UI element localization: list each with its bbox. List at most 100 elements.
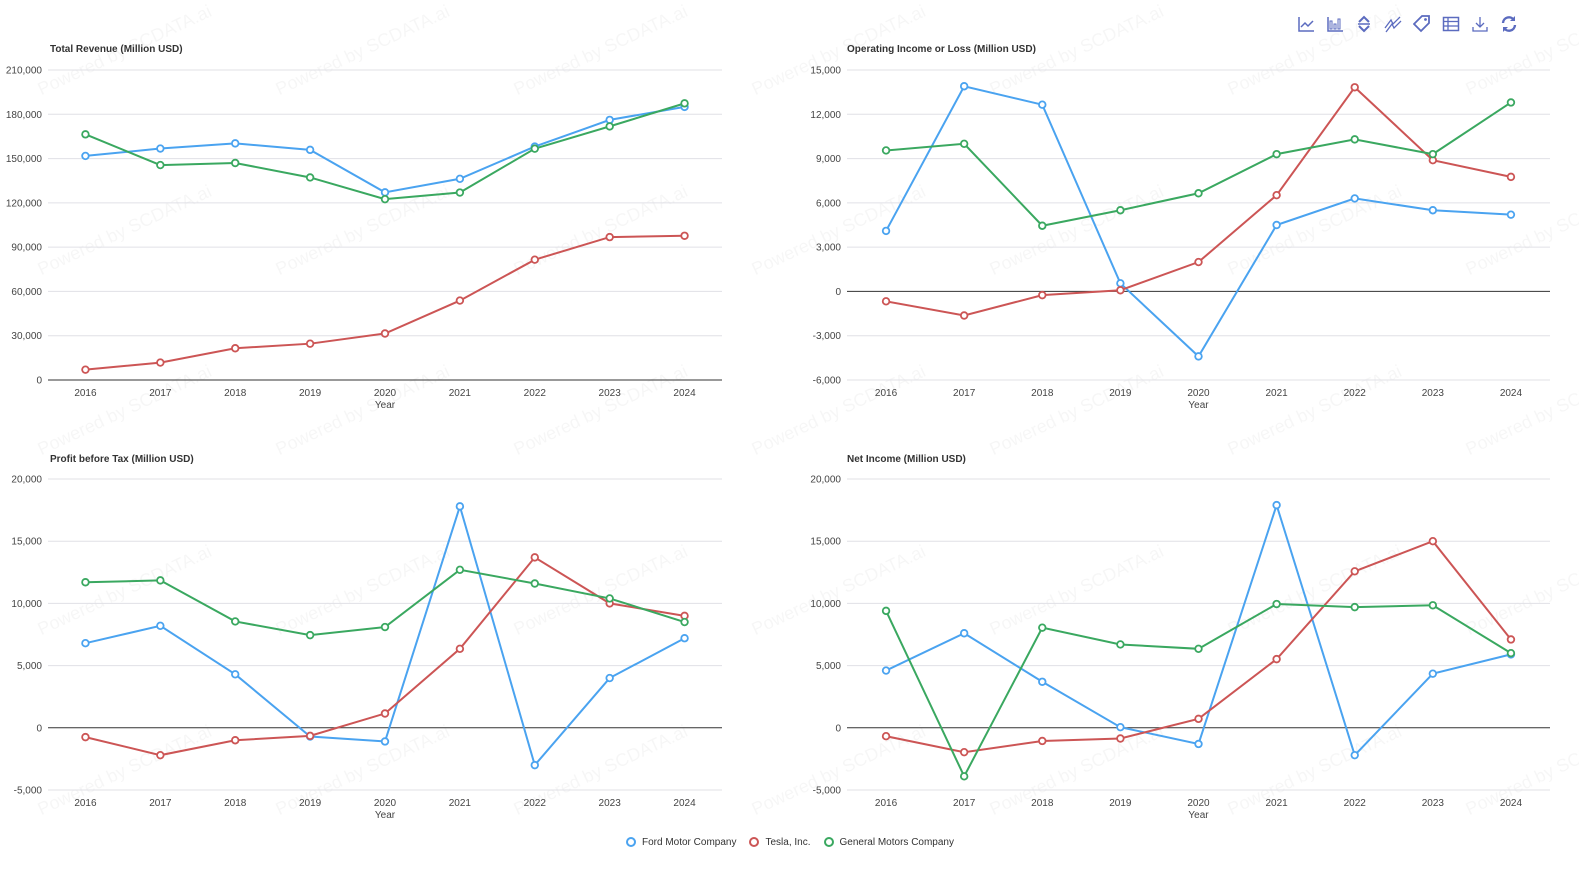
data-point bbox=[680, 617, 689, 627]
bar-chart-button[interactable] bbox=[1325, 14, 1345, 34]
x-tick-label: 2023 bbox=[1422, 798, 1445, 809]
y-tick-label: 90,000 bbox=[11, 243, 42, 254]
data-point bbox=[455, 296, 465, 305]
legend-item-ford[interactable]: Ford Motor Company bbox=[625, 836, 736, 848]
y-tick-label: 5,000 bbox=[816, 661, 841, 672]
y-tick-label: -5,000 bbox=[14, 786, 43, 797]
data-point bbox=[1116, 286, 1125, 295]
data-point bbox=[156, 160, 165, 170]
data-point bbox=[1350, 135, 1359, 144]
y-tick-label: 15,000 bbox=[11, 537, 42, 548]
data-point bbox=[1428, 149, 1438, 159]
x-tick-label: 2024 bbox=[673, 388, 696, 399]
legend-item-tesla[interactable]: Tesla, Inc. bbox=[748, 836, 811, 848]
x-tick-label: 2020 bbox=[1187, 388, 1210, 399]
x-axis-label: Year bbox=[1188, 400, 1209, 411]
data-point bbox=[1506, 172, 1516, 182]
chart-svg: Operating Income or Loss (Million USD) -6… bbox=[810, 44, 1550, 411]
legend-label: Ford Motor Company bbox=[641, 836, 737, 848]
data-point bbox=[231, 158, 240, 168]
data-point bbox=[959, 311, 969, 320]
refresh-icon bbox=[1501, 16, 1517, 32]
data-point bbox=[1272, 654, 1281, 664]
data-point bbox=[680, 99, 689, 108]
data-point bbox=[81, 151, 90, 161]
data-point bbox=[1350, 602, 1359, 612]
data-point bbox=[881, 146, 891, 155]
multi-line-button[interactable] bbox=[1383, 14, 1403, 34]
y-tick-label: 12,000 bbox=[810, 110, 841, 121]
legend-item-gm[interactable]: General Motors Company bbox=[823, 836, 954, 848]
x-tick-label: 2024 bbox=[673, 798, 696, 809]
line-chart-button[interactable] bbox=[1296, 14, 1316, 34]
data-point bbox=[305, 145, 315, 155]
data-point bbox=[959, 629, 969, 638]
chart-profit-before-tax: Profit before Tax (Million USD) -5,000 0 5,… bbox=[0, 410, 740, 830]
data-point bbox=[881, 666, 891, 675]
data-point bbox=[881, 226, 891, 236]
data-point bbox=[1194, 644, 1203, 654]
x-tick-label: 2017 bbox=[953, 388, 976, 399]
data-point bbox=[81, 578, 90, 587]
data-point bbox=[1194, 257, 1203, 267]
x-tick-label: 2020 bbox=[374, 798, 397, 809]
data-point bbox=[231, 344, 240, 353]
table-view-button[interactable] bbox=[1441, 14, 1461, 34]
x-tick-label: 2017 bbox=[953, 798, 976, 809]
data-point bbox=[1116, 206, 1125, 215]
x-axis-label: Year bbox=[375, 400, 396, 411]
series-line bbox=[85, 234, 685, 371]
x-tick-label: 2021 bbox=[1265, 798, 1288, 809]
data-point bbox=[1506, 98, 1516, 107]
multi-line-icon bbox=[1384, 16, 1402, 33]
y-tick-label: 60,000 bbox=[11, 287, 42, 298]
y-tick-label: 150,000 bbox=[6, 154, 43, 165]
x-tick-label: 2021 bbox=[449, 388, 472, 399]
tag-button[interactable] bbox=[1412, 14, 1432, 34]
y-tick-label: 5,000 bbox=[17, 661, 42, 672]
data-point bbox=[530, 553, 539, 562]
data-point bbox=[1350, 83, 1359, 92]
series-line bbox=[85, 102, 685, 201]
x-axis-label: Year bbox=[375, 810, 396, 821]
series-line bbox=[85, 105, 685, 194]
data-point bbox=[1194, 714, 1203, 724]
x-tick-label: 2023 bbox=[1422, 388, 1445, 399]
download-button[interactable] bbox=[1470, 14, 1490, 34]
data-point bbox=[380, 329, 390, 338]
chart-legend: Ford Motor Company Tesla, Inc. General M… bbox=[0, 836, 1579, 848]
x-tick-label: 2017 bbox=[149, 798, 172, 809]
x-tick-label: 2017 bbox=[149, 388, 172, 399]
data-point bbox=[1038, 623, 1047, 632]
data-point bbox=[530, 760, 539, 770]
tag-icon bbox=[1413, 15, 1430, 33]
y-tick-label: -5,000 bbox=[813, 786, 842, 797]
x-tick-label: 2022 bbox=[1344, 798, 1367, 809]
x-tick-label: 2020 bbox=[1187, 798, 1210, 809]
refresh-button[interactable] bbox=[1499, 14, 1519, 34]
data-point bbox=[959, 747, 969, 757]
data-point bbox=[231, 139, 240, 148]
chart-title: Net Income (Million USD) bbox=[847, 454, 966, 465]
y-tick-label: -3,000 bbox=[813, 331, 842, 342]
series-line bbox=[85, 556, 685, 757]
data-point bbox=[1038, 100, 1047, 109]
x-tick-label: 2023 bbox=[599, 388, 622, 399]
data-point bbox=[1272, 220, 1281, 230]
data-point bbox=[1116, 734, 1125, 743]
data-point bbox=[1272, 599, 1281, 609]
data-point bbox=[455, 174, 465, 183]
x-tick-label: 2018 bbox=[224, 388, 247, 399]
data-point bbox=[380, 194, 390, 204]
x-tick-label: 2023 bbox=[599, 798, 622, 809]
data-point bbox=[530, 255, 539, 264]
data-point bbox=[1350, 750, 1359, 760]
x-tick-label: 2016 bbox=[74, 798, 97, 809]
data-point bbox=[231, 617, 240, 626]
data-point bbox=[1038, 677, 1047, 686]
x-tick-label: 2022 bbox=[1344, 388, 1367, 399]
y-tick-label: 0 bbox=[36, 376, 42, 387]
bar-chart-icon bbox=[1327, 17, 1343, 32]
data-point bbox=[1272, 190, 1281, 200]
sort-button[interactable] bbox=[1354, 14, 1374, 34]
